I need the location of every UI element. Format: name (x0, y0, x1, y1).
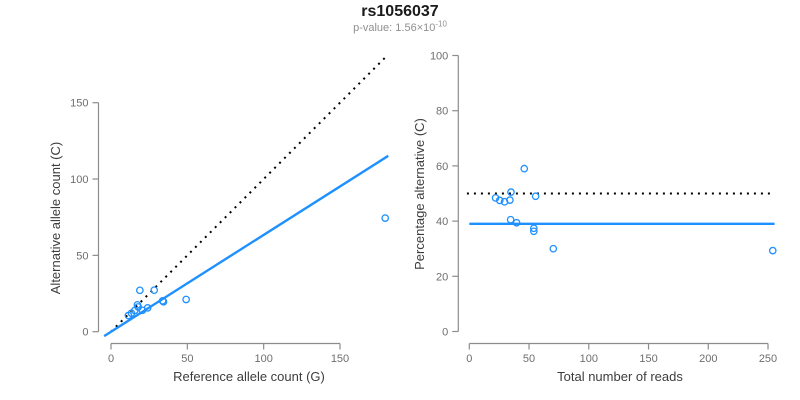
data-point (506, 196, 514, 204)
data-point (512, 218, 521, 227)
y-tick-label: 0 (442, 327, 448, 339)
scatter-plot-allele-counts: 0 50 100 150 0 50 100 150 (70, 54, 390, 365)
x-axis-title-left: Reference allele count (G) (173, 369, 325, 384)
p-value-text: p-value: (353, 22, 396, 34)
x-tick-label: 0 (108, 353, 114, 365)
data-point (549, 244, 558, 253)
y-axis-title-left: Alternative allele count (C) (48, 142, 63, 294)
data-point (529, 224, 538, 233)
data-point (158, 297, 167, 305)
data-point (520, 164, 529, 173)
y-tick-label: 20 (436, 271, 448, 283)
p-value-base: 1.56×10 (395, 22, 436, 34)
y-tick-label: 60 (436, 161, 448, 173)
y-tick-label: 0 (82, 327, 88, 339)
y-tick-label: 80 (436, 106, 448, 118)
p-value-subtitle: p-value: 1.56×10-10 (0, 19, 800, 34)
p-value-exponent: -10 (435, 19, 447, 29)
y-tick-label: 50 (76, 250, 88, 262)
data-point (381, 214, 390, 222)
data-point (133, 300, 142, 309)
identity-line-y-equals-x (110, 54, 389, 333)
x-tick-label: 150 (639, 353, 657, 365)
y-tick-label: 100 (70, 174, 88, 186)
x-tick-label: 50 (181, 353, 193, 365)
data-point (150, 286, 159, 295)
data-point (531, 192, 540, 201)
data-point (507, 188, 515, 196)
x-tick-label: 100 (254, 353, 272, 365)
data-point (159, 297, 168, 306)
x-tick-label: 250 (759, 353, 777, 365)
data-point (495, 196, 504, 205)
data-point (182, 295, 190, 304)
x-tick-label: 0 (466, 353, 472, 365)
x-tick-label: 200 (699, 353, 717, 365)
y-tick-label: 150 (70, 98, 88, 110)
x-axis-title-right: Total number of reads (557, 369, 683, 384)
page-title: rs1056037 (361, 3, 439, 20)
scatter-plot-percentage-vs-reads: 0 20 40 60 80 100 0 50 100 150 200 250 (430, 51, 777, 366)
data-point (529, 227, 538, 236)
data-point (768, 246, 777, 255)
data-point (136, 286, 144, 295)
y-axis-title-right: Percentage alternative (C) (412, 118, 427, 270)
fitted-proportion-line (103, 154, 389, 338)
x-tick-label: 100 (580, 353, 598, 365)
data-point (143, 304, 152, 312)
y-tick-label: 40 (436, 216, 448, 228)
y-tick-label: 100 (430, 51, 448, 63)
data-point (506, 215, 515, 224)
x-tick-label: 150 (331, 353, 349, 365)
x-tick-label: 50 (523, 353, 535, 365)
